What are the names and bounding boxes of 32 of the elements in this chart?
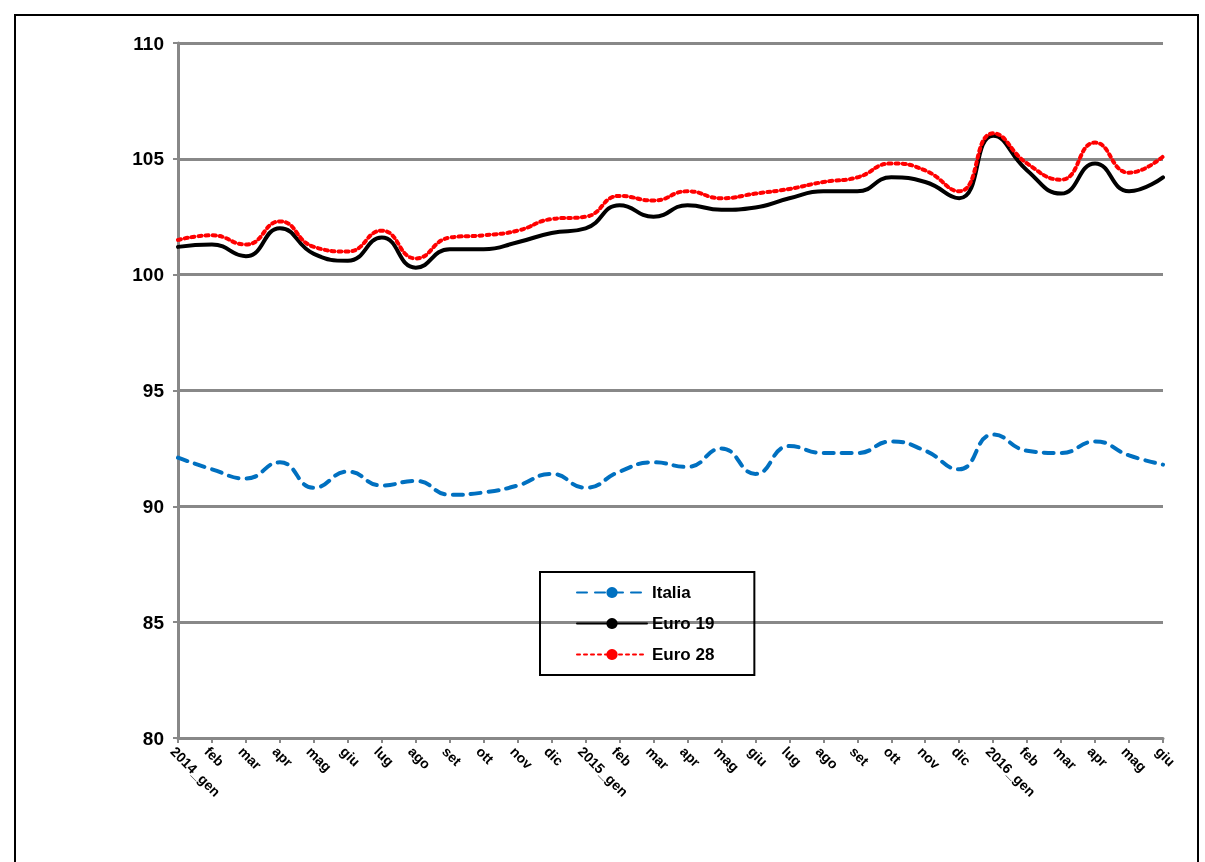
x-tick-label: nov <box>914 743 944 773</box>
y-tick-label: 90 <box>142 495 164 517</box>
x-tick-label: ago <box>812 743 842 773</box>
x-tick-label: ott <box>880 743 905 768</box>
x-tick-label: nov <box>507 743 537 773</box>
y-tick-label: 110 <box>133 32 164 54</box>
x-tick-label: mar <box>1050 743 1081 774</box>
x-tick-label: lug <box>778 743 805 770</box>
line-series <box>176 432 1165 497</box>
y-tick-label: 80 <box>142 727 164 749</box>
x-tick-label: dic <box>541 743 567 770</box>
x-tick-label: apr <box>676 743 704 771</box>
x-tick-label: set <box>846 743 873 770</box>
x-tick-label: ago <box>405 743 435 773</box>
legend-label: Italia <box>652 583 692 602</box>
y-tick-label: 85 <box>142 611 165 633</box>
x-tick-label: set <box>439 743 465 770</box>
x-tick-label: giu <box>744 743 771 770</box>
x-tick-label: mar <box>642 743 673 774</box>
y-tick-label: 100 <box>132 264 164 286</box>
x-tick-label: giu <box>1152 743 1179 770</box>
x-tick-label: ott <box>473 743 498 768</box>
x-tick-label: mar <box>235 743 266 774</box>
legend-label: Euro 28 <box>652 645 715 664</box>
y-tick-label: 105 <box>132 148 165 170</box>
y-tick-label: 95 <box>142 380 165 401</box>
x-tick-label: apr <box>1084 743 1112 771</box>
x-tick-label: dic <box>948 743 975 770</box>
x-tick-label: giu <box>337 743 364 770</box>
x-tick-label: lug <box>371 743 398 770</box>
legend-label: Euro 19 <box>652 614 715 633</box>
x-tick-label: apr <box>269 743 297 771</box>
